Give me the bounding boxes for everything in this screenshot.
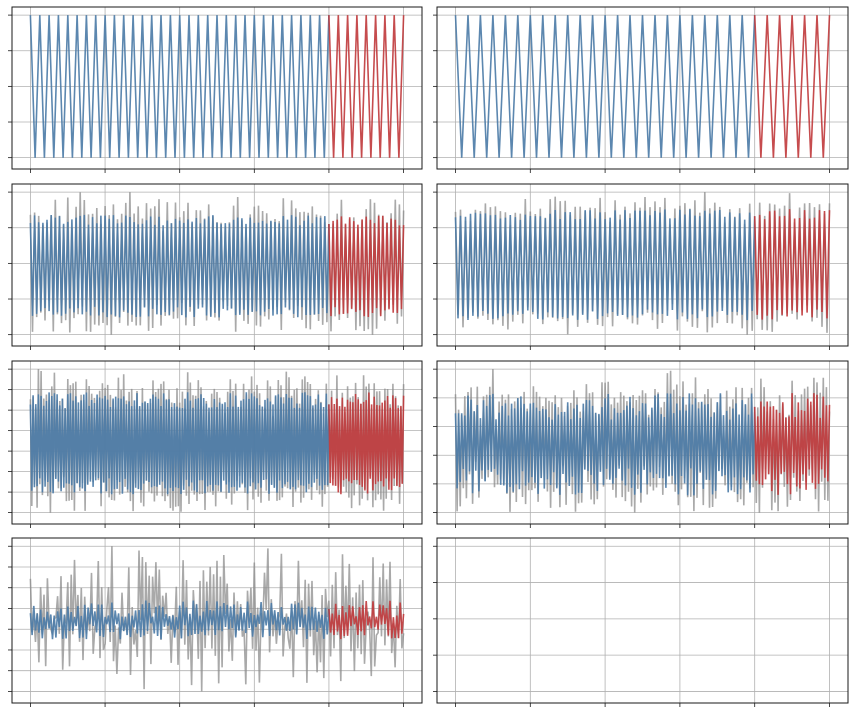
axes-frame (11, 183, 423, 347)
actual-series-line (29, 192, 405, 335)
axes-frame (436, 537, 849, 704)
history-series-line (454, 209, 756, 321)
forecast-series-line (328, 215, 405, 318)
axes-frame (11, 6, 423, 170)
forecast-series-line (328, 392, 405, 495)
history-series-line (454, 393, 756, 496)
subplot-3 (8, 183, 423, 350)
subplot-1 (8, 6, 423, 173)
ticks (433, 368, 830, 528)
subplot-7 (8, 537, 423, 707)
ticks (433, 545, 830, 707)
history-series-line (454, 15, 756, 158)
history-series-line (29, 600, 330, 640)
axes-frame (436, 183, 849, 347)
subplot-2 (433, 6, 849, 173)
ticks (433, 14, 830, 173)
axes-frame (11, 360, 423, 525)
ticks (433, 191, 830, 350)
subplot-8 (433, 537, 849, 707)
ticks (8, 368, 404, 528)
axes-frame (436, 6, 849, 170)
forecast-series-line (753, 15, 831, 158)
ticks (8, 545, 404, 707)
actual-series-line (29, 546, 405, 692)
history-series-line (29, 392, 330, 495)
forecast-series-line (753, 393, 831, 495)
forecast-series-line (328, 15, 405, 158)
subplot-5 (8, 360, 423, 528)
forecast-series-line (753, 209, 831, 320)
subplot-4 (433, 183, 849, 350)
ticks (8, 14, 404, 173)
ticks (8, 191, 404, 350)
axes-frame (11, 537, 423, 704)
actual-series-line (454, 192, 831, 335)
history-series-line (29, 214, 330, 318)
grid (437, 538, 848, 703)
subplot-6 (433, 360, 849, 528)
axes-frame (436, 360, 849, 525)
history-series-line (29, 15, 330, 158)
forecast-series-line (328, 600, 405, 640)
